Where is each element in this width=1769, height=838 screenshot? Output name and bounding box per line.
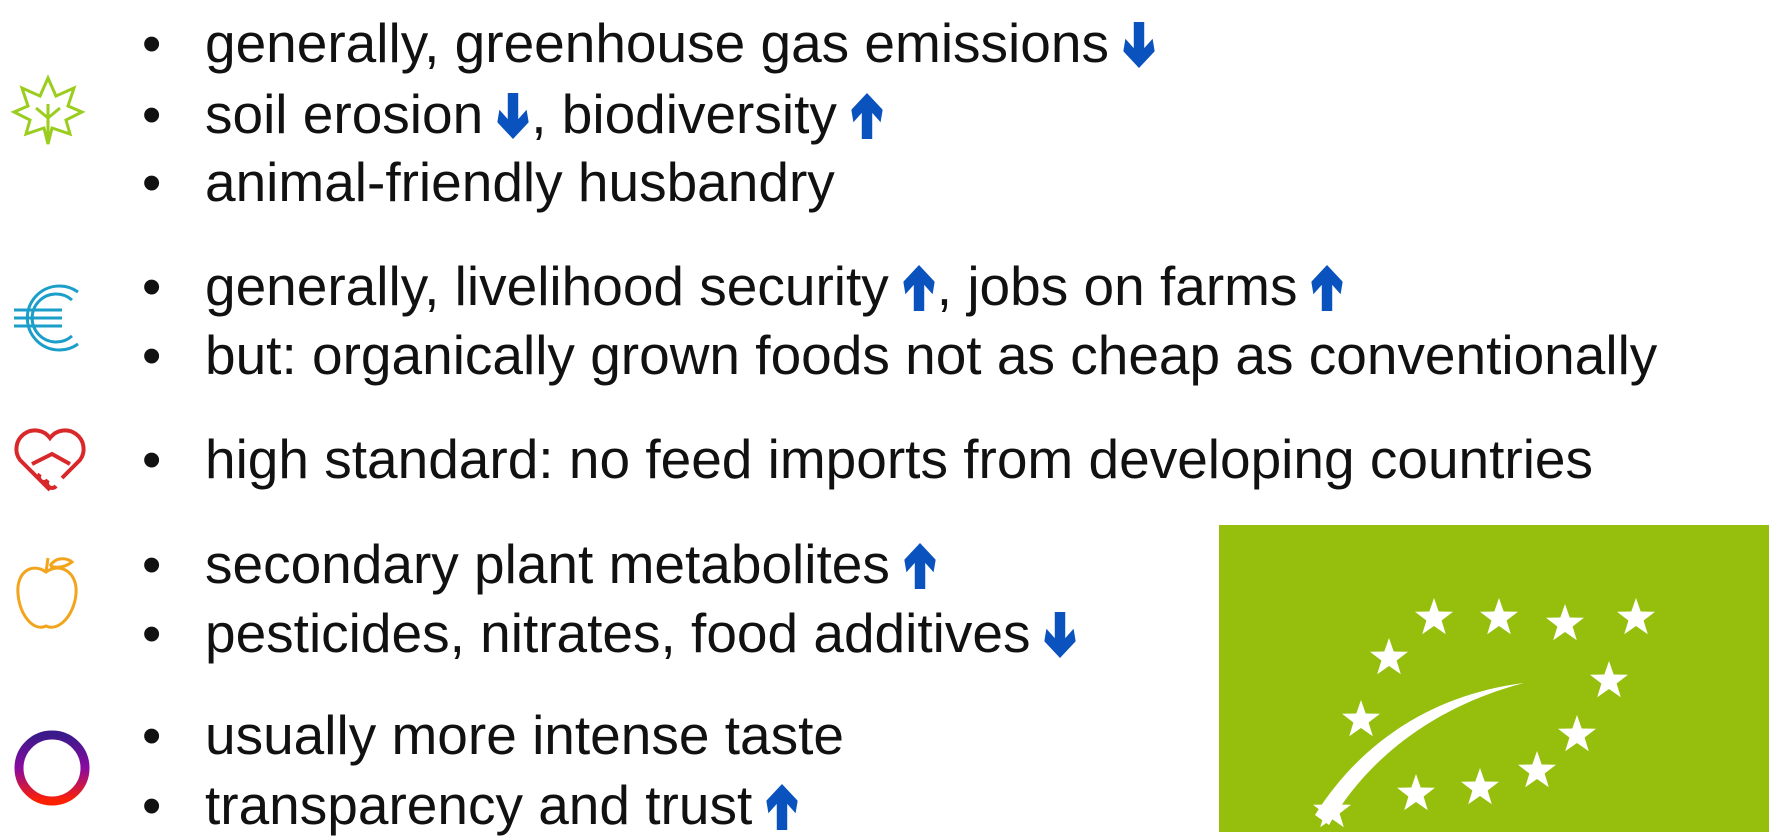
star [1518,751,1556,788]
star [1415,598,1453,635]
bullet-item: • pesticides, nitrates, food additives [142,600,1078,666]
euro-icon [14,284,79,352]
star [1342,700,1380,737]
arrow-up [766,784,798,830]
item-text: generally, livelihood security [205,255,889,317]
arrow-up [903,265,935,311]
item-text: generally, greenhouse gas emissions [205,12,1109,74]
eu-organic-logo [1219,525,1769,832]
item-text: usually more intense taste [205,704,844,766]
item-text: animal-friendly husbandry [205,151,835,213]
leaf-icon [10,74,86,145]
bullet-item: • animal-friendly husbandry [142,149,835,215]
bullet-item: • generally, livelihood security , jobs on… [142,253,1345,319]
bullet: • [142,704,162,766]
item-text: secondary plant metabolites [205,533,890,595]
bullet: • [142,428,162,490]
bullet-item: • secondary plant metabolites [142,531,938,597]
bullet: • [142,151,162,213]
star [1546,604,1584,641]
item-text: transparency and trust [205,774,753,836]
bullet: • [142,12,162,74]
item-text: , jobs on farms [936,255,1298,317]
bullet: • [142,774,162,836]
bullet: • [142,602,162,664]
arrow-up [904,543,936,589]
arrow-up [1311,265,1343,311]
bullet: • [142,324,162,386]
star [1313,791,1351,828]
bullet-item: • high standard: no feed imports from dev… [142,426,1593,492]
item-text: , biodiversity [531,83,837,145]
star [1617,598,1655,635]
item-text: soil erosion [205,83,484,145]
star [1590,661,1628,698]
bullet: • [142,83,162,145]
star [1480,598,1518,635]
item-text: high standard: no feed imports from deve… [205,428,1594,490]
bullet-item: • soil erosion , biodiversity [142,81,885,147]
arrow-down [1123,22,1155,68]
star [1370,638,1408,675]
apple-icon [16,557,78,629]
bullet-item: • transparency and trust [142,772,800,838]
item-text: pesticides, nitrates, food additives [205,602,1031,664]
bullet: • [142,533,162,595]
ring-icon [14,730,90,806]
arrow-up [851,93,883,139]
heart-hands-icon [14,428,86,492]
item-text: but: organically grown foods not as chea… [205,324,1658,386]
star [1461,768,1499,805]
bullet-item: • usually more intense taste [142,702,844,768]
arrow-down [497,93,529,139]
arrow-down [1044,612,1076,658]
star [1397,774,1435,811]
bullet-item: • but: organically grown foods not as che… [142,322,1657,388]
bullet-item: • generally, greenhouse gas emissions [142,10,1157,76]
bullet: • [142,255,162,317]
star [1558,715,1596,752]
